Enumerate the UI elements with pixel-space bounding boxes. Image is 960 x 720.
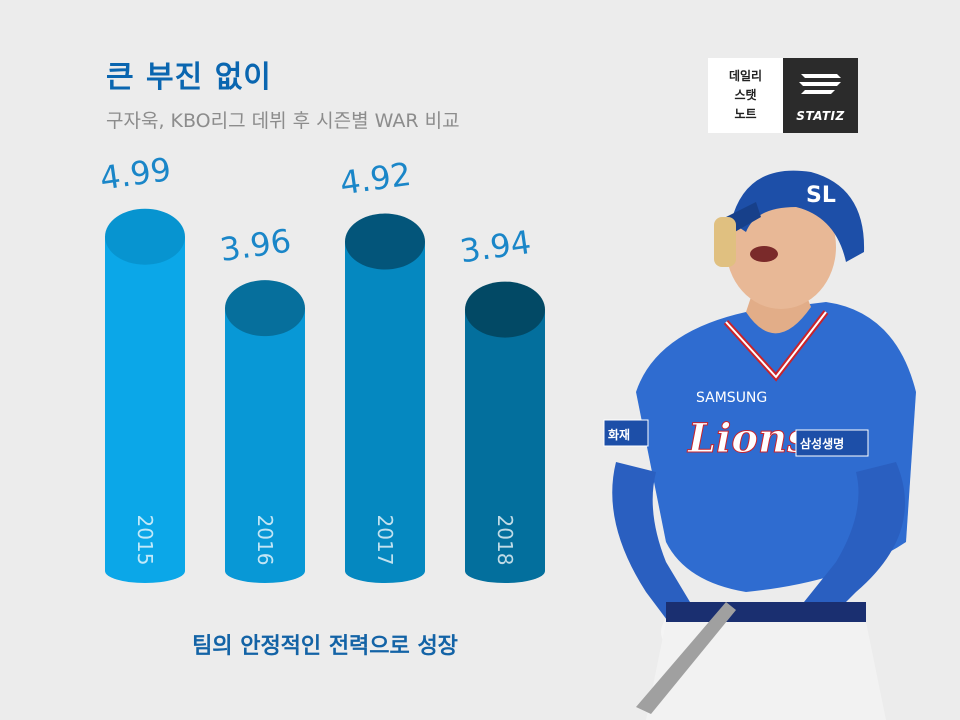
jersey-patch-left: 화재 bbox=[608, 427, 630, 442]
bar-value-label: 3.94 bbox=[458, 223, 534, 271]
bar-body bbox=[225, 308, 305, 583]
bar-cap bbox=[105, 208, 185, 265]
page-title: 큰 부진 없이 bbox=[106, 60, 272, 95]
logo-brand-block: STATIZ bbox=[783, 58, 858, 133]
bar-body bbox=[465, 309, 545, 583]
logo-line-2: 스탯 bbox=[734, 88, 757, 102]
bar-cap bbox=[225, 280, 305, 337]
bar-cap bbox=[345, 213, 425, 270]
logo-line-1: 데일리 bbox=[728, 69, 763, 83]
bar-2015: 2015 4.99 bbox=[98, 150, 185, 583]
logo-line-3: 노트 bbox=[734, 107, 757, 121]
bar-2016: 2016 3.96 bbox=[218, 222, 305, 583]
page-subtitle: 구자욱, KBO리그 데뷔 후 시즌별 WAR 비교 bbox=[106, 110, 460, 132]
bar-value-label: 4.92 bbox=[338, 155, 414, 203]
jersey-logo: Lions bbox=[687, 415, 810, 462]
bar-body bbox=[105, 236, 185, 583]
bar-category-label: 2016 bbox=[253, 515, 277, 566]
bar-value-label: 4.99 bbox=[98, 150, 174, 198]
statiz-logo: 데일리 스탯 노트 STATIZ bbox=[708, 58, 858, 133]
bar-category-label: 2015 bbox=[133, 515, 157, 566]
bar-2017: 2017 4.92 bbox=[338, 155, 425, 583]
baseball-player-illustration: SL SAMSUNG Lions 화재 삼성생명 bbox=[603, 170, 916, 720]
bar-category-label: 2017 bbox=[373, 515, 397, 566]
bar-value-label: 3.96 bbox=[218, 222, 294, 270]
jersey-patch-right: 삼성생명 bbox=[800, 436, 844, 451]
bar-body bbox=[345, 241, 425, 583]
bar-cap bbox=[465, 281, 545, 338]
jersey-text: SAMSUNG bbox=[696, 390, 767, 406]
war-bar-chart: 2015 4.99 2016 3.96 2017 4.92 2018 3.94 bbox=[98, 150, 545, 583]
bar-2018: 2018 3.94 bbox=[458, 223, 545, 583]
logo-text-block: 데일리 스탯 노트 bbox=[708, 58, 783, 133]
footer-tagline: 팀의 안정적인 전력으로 성장 bbox=[192, 634, 458, 659]
logo-brand-text: STATIZ bbox=[796, 109, 845, 123]
helmet-logo: SL bbox=[806, 183, 836, 208]
statiz-mark-icon bbox=[799, 74, 841, 94]
bar-category-label: 2018 bbox=[493, 515, 517, 566]
